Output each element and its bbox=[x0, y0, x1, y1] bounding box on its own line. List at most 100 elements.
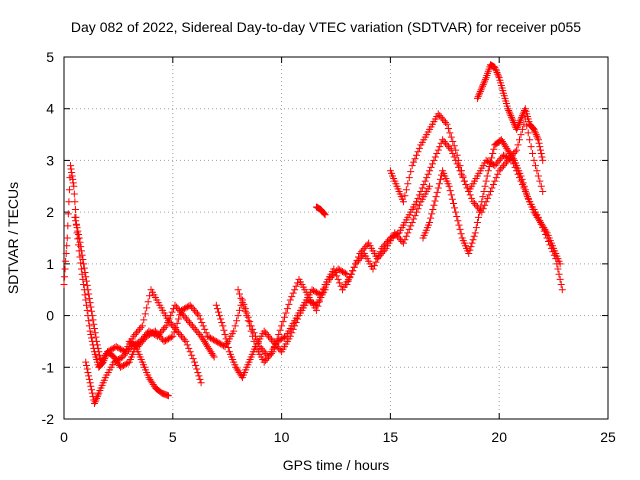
data-point bbox=[433, 150, 441, 158]
x-tick-label: 25 bbox=[600, 429, 616, 445]
data-point bbox=[233, 317, 241, 325]
data-point bbox=[278, 322, 286, 330]
data-point bbox=[260, 327, 268, 335]
data-point bbox=[196, 315, 204, 323]
series-track-6 bbox=[234, 182, 434, 366]
data-point bbox=[536, 177, 544, 185]
data-point bbox=[244, 317, 252, 325]
data-point bbox=[427, 214, 435, 222]
data-point bbox=[94, 344, 102, 352]
data-point bbox=[88, 307, 96, 315]
data-point bbox=[549, 248, 557, 256]
data-point bbox=[483, 172, 491, 180]
data-point bbox=[498, 163, 506, 171]
data-point bbox=[439, 136, 447, 144]
data-point bbox=[93, 394, 101, 402]
data-point bbox=[492, 67, 500, 75]
data-point bbox=[234, 312, 242, 320]
y-axis-label: SDTVAR / TECUs bbox=[5, 182, 21, 294]
data-point bbox=[539, 187, 547, 195]
data-point bbox=[88, 386, 96, 394]
data-point bbox=[87, 382, 95, 390]
data-point bbox=[417, 187, 425, 195]
data-point bbox=[518, 113, 526, 121]
data-point bbox=[337, 282, 345, 290]
data-point bbox=[178, 306, 186, 314]
data-point bbox=[69, 179, 77, 187]
data-point bbox=[414, 148, 422, 156]
data-point bbox=[275, 344, 283, 352]
data-point bbox=[434, 146, 442, 154]
data-point bbox=[407, 168, 415, 176]
data-point bbox=[443, 141, 451, 149]
data-point bbox=[250, 329, 258, 337]
data-point bbox=[198, 318, 206, 326]
data-point bbox=[428, 210, 436, 218]
data-point bbox=[513, 146, 521, 154]
data-point bbox=[473, 218, 481, 226]
data-point bbox=[63, 242, 71, 250]
data-point bbox=[169, 332, 177, 340]
data-point bbox=[312, 306, 320, 314]
data-point bbox=[381, 241, 389, 249]
data-point bbox=[413, 151, 421, 159]
data-point bbox=[110, 358, 118, 366]
data-point bbox=[408, 162, 416, 170]
data-point bbox=[431, 197, 439, 205]
data-point bbox=[220, 326, 228, 334]
data-point bbox=[494, 70, 502, 78]
data-point bbox=[205, 333, 213, 341]
data-point bbox=[183, 341, 191, 349]
data-point bbox=[311, 287, 319, 295]
data-point bbox=[484, 194, 492, 202]
data-point bbox=[517, 131, 525, 139]
data-point bbox=[207, 334, 215, 342]
data-point bbox=[472, 201, 480, 209]
data-point bbox=[398, 237, 406, 245]
data-point bbox=[482, 177, 490, 185]
data-point bbox=[475, 213, 483, 221]
data-point bbox=[95, 348, 103, 356]
data-point bbox=[357, 253, 365, 261]
data-point bbox=[276, 336, 284, 344]
data-point bbox=[508, 115, 516, 123]
data-point bbox=[94, 391, 102, 399]
data-point bbox=[455, 221, 463, 229]
data-point bbox=[131, 331, 139, 339]
data-point bbox=[82, 362, 90, 370]
data-point bbox=[82, 277, 90, 285]
data-point bbox=[452, 146, 460, 154]
data-point bbox=[275, 331, 283, 339]
data-point bbox=[500, 162, 508, 170]
data-point bbox=[423, 174, 431, 182]
data-point bbox=[196, 375, 204, 383]
data-point bbox=[424, 170, 432, 178]
data-point bbox=[440, 137, 448, 145]
data-point bbox=[84, 368, 92, 376]
data-point bbox=[495, 156, 503, 164]
series-track-8 bbox=[343, 136, 566, 294]
data-point bbox=[150, 328, 158, 336]
data-point bbox=[415, 191, 423, 199]
data-point bbox=[164, 392, 172, 400]
data-point bbox=[476, 208, 484, 216]
data-point bbox=[389, 232, 397, 240]
data-point bbox=[488, 184, 496, 192]
data-point bbox=[341, 269, 349, 277]
data-point bbox=[236, 290, 244, 298]
data-point bbox=[492, 160, 500, 168]
data-point bbox=[434, 110, 442, 118]
data-point bbox=[180, 305, 188, 313]
data-point bbox=[116, 355, 124, 363]
data-point bbox=[372, 258, 380, 266]
data-point bbox=[247, 327, 255, 335]
y-tick-label: -1 bbox=[42, 359, 55, 375]
data-point bbox=[436, 143, 444, 151]
data-point bbox=[61, 265, 69, 273]
data-point bbox=[151, 327, 159, 335]
data-point bbox=[529, 150, 537, 158]
data-point bbox=[526, 136, 534, 144]
data-point bbox=[272, 339, 280, 347]
data-point bbox=[86, 379, 94, 387]
data-point bbox=[532, 131, 540, 139]
